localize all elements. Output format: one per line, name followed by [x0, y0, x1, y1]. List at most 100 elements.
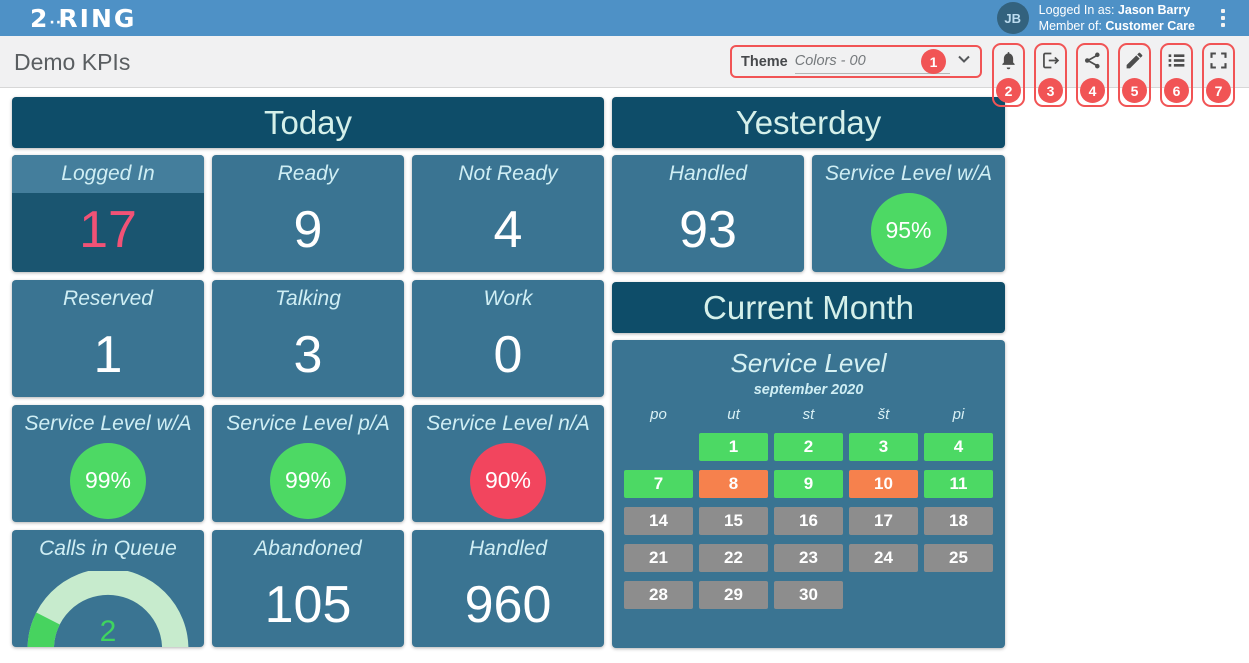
weekday: ut — [727, 406, 740, 423]
kpi-tile-calls-in-queue[interactable]: Calls in Queue 2 — [12, 530, 204, 647]
chevron-down-icon[interactable] — [956, 51, 972, 72]
calendar-day: 14 — [624, 507, 693, 535]
calendar-day: 21 — [624, 544, 693, 572]
calendar-day: 30 — [774, 581, 843, 609]
kpi-value: 17 — [79, 200, 137, 259]
kpi-label: Service Level w/A — [24, 412, 192, 435]
kpi-label: Ready — [277, 162, 339, 185]
calendar-day: 9 — [774, 470, 843, 498]
calendar-day: 16 — [774, 507, 843, 535]
edit-pencil-icon[interactable] — [1123, 49, 1146, 72]
kpi-tile-service-level-na[interactable]: Service Level n/A 90% — [412, 405, 604, 522]
share-icon[interactable] — [1081, 49, 1104, 72]
logged-in-label: Logged In as: — [1038, 3, 1115, 17]
dashboard-toolbar: Demo KPIs Theme Colors - 00 1 2 3 4 — [0, 36, 1249, 107]
calendar-title: Service Level — [730, 348, 887, 378]
theme-selector[interactable]: Theme Colors - 00 1 — [730, 45, 982, 78]
logged-in-name: Jason Barry — [1117, 3, 1191, 17]
calendar-day: 4 — [924, 433, 993, 461]
annotation-badge-3: 3 — [1038, 78, 1063, 103]
service-level-calendar[interactable]: Service Level september 2020 po ut st št… — [612, 340, 1005, 648]
brand-logo: 2··RING — [30, 3, 137, 33]
kpi-value: 4 — [493, 200, 523, 259]
member-of-label: Member of: — [1038, 19, 1102, 33]
logged-in-info: Logged In as: Jason Barry Member of: Cus… — [1039, 2, 1195, 34]
kpi-label: Calls in Queue — [39, 537, 177, 560]
theme-label: Theme — [741, 53, 788, 70]
calendar-grid: 1 2 3 4 7 8 9 10 11 14 15 16 17 18 21 22… — [624, 433, 993, 609]
kpi-value: 0 — [493, 325, 523, 384]
kpi-tile-reserved[interactable]: Reserved 1 — [12, 280, 204, 397]
kpi-value: 105 — [264, 575, 352, 634]
share-annotation-box: 4 — [1076, 43, 1109, 107]
today-section: Today Logged In 17 Ready 9 Not Ready 4 R… — [12, 97, 604, 648]
kpi-label: Abandoned — [254, 537, 362, 560]
kpi-tile-not-ready[interactable]: Not Ready 4 — [412, 155, 604, 272]
kpi-label: Handled — [668, 162, 748, 185]
logo-dots-detail: ·· — [49, 14, 63, 31]
avatar[interactable]: JB — [996, 2, 1029, 34]
calendar-month: september 2020 — [753, 382, 864, 398]
weekday: št — [877, 406, 890, 423]
list-menu-icon[interactable] — [1165, 49, 1188, 72]
calendar-day: 18 — [924, 507, 993, 535]
calendar-day: 1 — [699, 433, 768, 461]
kpi-label: Service Level p/A — [226, 412, 390, 435]
kpi-tile-handled[interactable]: Handled 960 — [412, 530, 604, 647]
calendar-day: 28 — [624, 581, 693, 609]
notifications-bell-icon[interactable] — [997, 49, 1020, 72]
calendar-day — [624, 433, 693, 461]
fullscreen-icon[interactable] — [1207, 49, 1230, 72]
calendar-day: 11 — [924, 470, 993, 498]
logout-icon[interactable] — [1039, 49, 1062, 72]
kpi-value: 1 — [93, 325, 123, 384]
annotation-badge-6: 6 — [1164, 78, 1189, 103]
kpi-tile-work[interactable]: Work 0 — [412, 280, 604, 397]
kpi-label: Work — [483, 287, 533, 310]
kpi-value: 3 — [293, 325, 323, 384]
kpi-tile-ready[interactable]: Ready 9 — [212, 155, 404, 272]
current-month-header: Current Month — [612, 282, 1005, 333]
calendar-day: 17 — [849, 507, 918, 535]
edit-annotation-box: 5 — [1118, 43, 1151, 107]
calendar-day: 24 — [849, 544, 918, 572]
calendar-day: 2 — [774, 433, 843, 461]
kpi-tile-abandoned[interactable]: Abandoned 105 — [212, 530, 404, 647]
yesterday-grid: Handled 93 Service Level w/A 95% — [612, 155, 1005, 272]
weekday: pi — [952, 406, 965, 423]
kpi-label: Reserved — [63, 287, 153, 310]
kpi-label: Not Ready — [458, 162, 558, 185]
calendar-day — [924, 581, 993, 609]
today-grid: Logged In 17 Ready 9 Not Ready 4 Reserve… — [12, 155, 604, 647]
theme-selected-value: Colors - 00 — [794, 53, 866, 69]
calendar-day: 23 — [774, 544, 843, 572]
calendar-day — [849, 581, 918, 609]
calls-in-queue-gauge: 2 — [24, 571, 192, 647]
yesterday-section: Yesterday Handled 93 Service Level w/A 9… — [612, 97, 1005, 648]
page-title: Demo KPIs — [14, 49, 131, 75]
member-of-name: Customer Care — [1105, 19, 1195, 33]
calendar-day: 8 — [699, 470, 768, 498]
kpi-tile-service-level-wa[interactable]: Service Level w/A 99% — [12, 405, 204, 522]
calendar-weekdays: po ut st št pi — [624, 406, 993, 423]
kpi-value: 960 — [464, 575, 552, 634]
kebab-menu-icon[interactable] — [1211, 4, 1235, 32]
calendar-day: 29 — [699, 581, 768, 609]
service-level-circle: 95% — [870, 192, 947, 269]
service-level-circle: 99% — [70, 442, 146, 519]
service-level-circle: 90% — [470, 442, 546, 519]
calendar-day: 3 — [849, 433, 918, 461]
calendar-day: 15 — [699, 507, 768, 535]
kpi-label: Service Level n/A — [426, 412, 590, 435]
notifications-annotation-box: 2 — [992, 43, 1025, 107]
yesterday-header: Yesterday — [612, 97, 1005, 148]
calendar-day: 10 — [849, 470, 918, 498]
kpi-tile-yesterday-handled[interactable]: Handled 93 — [612, 155, 804, 272]
kpi-tile-logged-in[interactable]: Logged In 17 — [12, 155, 204, 272]
kpi-tile-yesterday-service-level[interactable]: Service Level w/A 95% — [812, 155, 1005, 272]
kpi-tile-talking[interactable]: Talking 3 — [212, 280, 404, 397]
kpi-tile-service-level-pa[interactable]: Service Level p/A 99% — [212, 405, 404, 522]
service-level-circle: 99% — [270, 442, 346, 519]
annotation-badge-5: 5 — [1122, 78, 1147, 103]
kpi-label: Logged In — [12, 155, 204, 193]
